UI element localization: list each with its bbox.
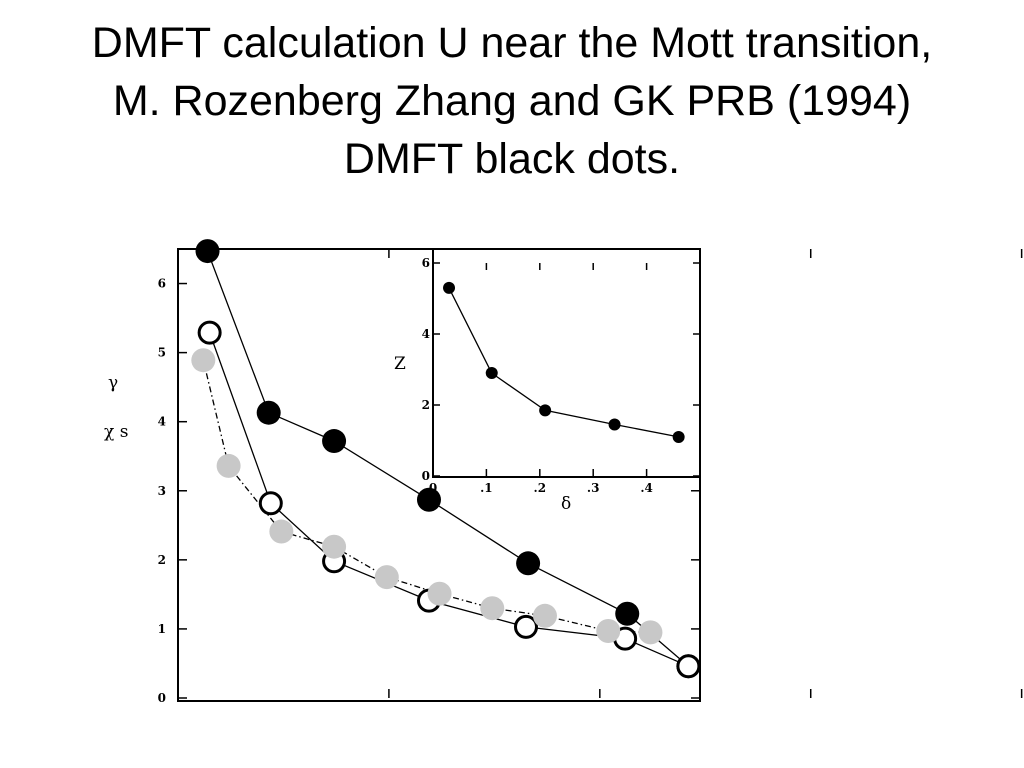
title-line-1: DMFT calculation U near the Mott transit… xyxy=(91,19,933,67)
title-line-3: DMFT black dots. xyxy=(343,135,681,183)
main-series-2-point xyxy=(532,603,557,628)
main-series-0-point xyxy=(195,239,220,264)
main-series-0-point xyxy=(516,551,541,576)
inset-series-0-point xyxy=(485,367,498,380)
main-y-axis-label-gamma: γ xyxy=(108,373,118,393)
inset-y-tick-label: 2 xyxy=(422,398,430,412)
main-series-2-line xyxy=(202,360,651,634)
main-series-2-point xyxy=(191,348,216,373)
inset-series-0-point xyxy=(672,430,685,443)
main-series-1-point xyxy=(676,654,701,679)
main-series-2-point xyxy=(480,596,505,621)
inset-series-0-point xyxy=(443,281,456,294)
inset-y-axis-label: Z xyxy=(394,354,406,374)
inset-x-tick-label: .1 xyxy=(480,481,493,495)
slide-title: DMFT calculation U near the Mott transit… xyxy=(0,14,1024,188)
main-y-tick-label: 1 xyxy=(158,622,166,636)
main-y-tick-label: 3 xyxy=(158,484,166,498)
main-series-2-point xyxy=(374,565,399,590)
main-chart: γ χ s 0 1 2 3 4 5 6 xyxy=(104,239,1023,705)
main-series-1-point xyxy=(514,614,538,639)
main-series-0-point xyxy=(416,487,441,512)
title-line-2: M. Rozenberg Zhang and GK PRB (1994) xyxy=(112,77,912,125)
main-series-0-point xyxy=(322,429,347,454)
inset-chart: Z δ 0 2 4 6 0 .1 .2 .3 .4 xyxy=(394,248,701,514)
inset-x-tick-label: .4 xyxy=(640,481,653,495)
main-series-2-point xyxy=(427,581,452,606)
main-y-axis-label-chi-s: χ s xyxy=(104,422,128,442)
inset-y-tick-label: 6 xyxy=(422,256,430,270)
inset-x-axis-label: δ xyxy=(561,494,571,514)
inset-x-tick-label: 0 xyxy=(429,481,437,495)
main-y-tick-label: 6 xyxy=(158,277,166,291)
inset-plot-frame xyxy=(432,248,701,478)
main-y-tick-label: 4 xyxy=(158,415,166,429)
main-y-tick-label: 5 xyxy=(158,346,166,360)
main-y-tick-label: 2 xyxy=(158,553,166,567)
inset-x-tick-label: .2 xyxy=(534,481,547,495)
inset-y-tick-label: 4 xyxy=(422,327,430,341)
main-series-2-point xyxy=(322,534,347,559)
main-y-tick-label: 0 xyxy=(158,691,166,705)
main-series-2-point xyxy=(596,618,621,643)
inset-series-0-point xyxy=(539,404,552,417)
main-series-1-point xyxy=(197,320,222,345)
inset-x-tick-label: .3 xyxy=(587,481,600,495)
main-series-1-point xyxy=(258,491,283,516)
main-series-0-point xyxy=(615,601,640,626)
main-series-2-point xyxy=(216,453,241,478)
main-series-2-point xyxy=(638,620,663,645)
inset-y-tick-label: 0 xyxy=(422,469,430,483)
inset-series-0-point xyxy=(608,418,621,431)
main-series-2-point xyxy=(269,519,294,544)
main-series-0-point xyxy=(256,400,281,425)
